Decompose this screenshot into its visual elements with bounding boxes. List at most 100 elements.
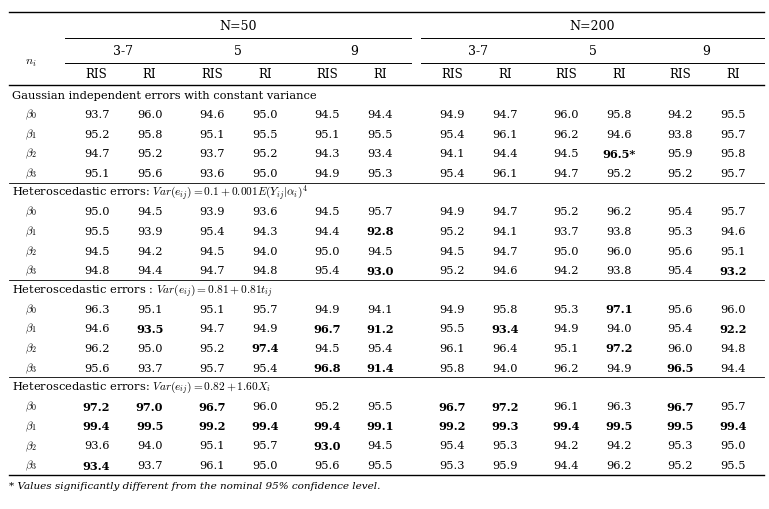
Text: 93.2: 93.2	[719, 265, 747, 276]
Text: 95.7: 95.7	[720, 401, 746, 411]
Text: 94.8: 94.8	[720, 343, 746, 353]
Text: 94.7: 94.7	[84, 149, 109, 159]
Text: 95.1: 95.1	[199, 129, 225, 139]
Text: 95.9: 95.9	[667, 149, 693, 159]
Text: 95.5: 95.5	[252, 129, 278, 139]
Text: 93.4: 93.4	[368, 149, 393, 159]
Text: 93.6: 93.6	[252, 207, 278, 217]
Text: 93.6: 93.6	[84, 440, 109, 450]
Text: 96.5: 96.5	[667, 362, 694, 374]
Text: 97.2: 97.2	[605, 343, 632, 354]
Text: 95.4: 95.4	[315, 266, 340, 276]
Text: 5: 5	[588, 45, 597, 58]
Text: 95.1: 95.1	[199, 304, 225, 314]
Text: 95.3: 95.3	[368, 168, 393, 179]
Text: $n_i$: $n_i$	[25, 56, 36, 69]
Text: RIS: RIS	[441, 68, 463, 81]
Text: 5: 5	[235, 45, 242, 58]
Text: $\beta_0$: $\beta_0$	[25, 107, 37, 122]
Text: 93.8: 93.8	[606, 266, 631, 276]
Text: 94.5: 94.5	[315, 207, 340, 217]
Text: 95.4: 95.4	[667, 207, 693, 217]
Text: $\beta_1$: $\beta_1$	[25, 322, 37, 336]
Text: RIS: RIS	[85, 68, 108, 81]
Text: 96.4: 96.4	[492, 343, 518, 353]
Text: 96.1: 96.1	[439, 343, 465, 353]
Text: 95.2: 95.2	[252, 149, 278, 159]
Text: $\beta_2$: $\beta_2$	[25, 438, 37, 453]
Text: 94.5: 94.5	[439, 246, 465, 256]
Text: 93.7: 93.7	[554, 227, 579, 237]
Text: $\beta_1$: $\beta_1$	[25, 224, 37, 239]
Text: RIS: RIS	[201, 68, 223, 81]
Text: 95.7: 95.7	[368, 207, 393, 217]
Text: 92.8: 92.8	[367, 226, 394, 237]
Text: 94.5: 94.5	[315, 109, 340, 120]
Text: 95.4: 95.4	[199, 227, 225, 237]
Text: 93.7: 93.7	[137, 460, 162, 470]
Text: 95.1: 95.1	[720, 246, 746, 256]
Text: Heteroscedastic errors: $Var(e_{ij}) = 0.1 + 0.001E(Y_{ij}|\alpha_i)^4$: Heteroscedastic errors: $Var(e_{ij}) = 0…	[12, 183, 308, 202]
Text: RI: RI	[726, 68, 740, 81]
Text: 3-7: 3-7	[468, 45, 488, 58]
Text: RIS: RIS	[670, 68, 691, 81]
Text: 95.6: 95.6	[84, 363, 109, 373]
Text: $\beta_3$: $\beta_3$	[25, 264, 37, 278]
Text: $\beta_3$: $\beta_3$	[25, 166, 37, 181]
Text: 99.4: 99.4	[83, 420, 110, 432]
Text: 94.5: 94.5	[554, 149, 579, 159]
Text: 95.4: 95.4	[252, 363, 278, 373]
Text: 95.4: 95.4	[439, 129, 465, 139]
Text: 96.2: 96.2	[606, 460, 631, 470]
Text: 94.3: 94.3	[315, 149, 340, 159]
Text: 96.0: 96.0	[554, 109, 579, 120]
Text: 93.7: 93.7	[137, 363, 162, 373]
Text: 95.2: 95.2	[315, 401, 340, 411]
Text: Gaussian independent errors with constant variance: Gaussian independent errors with constan…	[12, 91, 317, 100]
Text: 95.0: 95.0	[252, 460, 278, 470]
Text: 95.7: 95.7	[199, 363, 225, 373]
Text: 96.1: 96.1	[492, 129, 518, 139]
Text: * Values significantly different from the nominal 95% confidence level.: * Values significantly different from th…	[9, 481, 381, 490]
Text: 96.2: 96.2	[554, 363, 579, 373]
Text: 95.2: 95.2	[667, 168, 693, 179]
Text: 93.0: 93.0	[314, 440, 341, 451]
Text: 94.5: 94.5	[137, 207, 162, 217]
Text: 94.8: 94.8	[252, 266, 278, 276]
Text: 95.2: 95.2	[554, 207, 579, 217]
Text: 97.2: 97.2	[491, 401, 518, 412]
Text: 95.3: 95.3	[492, 440, 518, 450]
Text: 96.3: 96.3	[84, 304, 109, 314]
Text: 95.8: 95.8	[439, 363, 465, 373]
Text: 93.9: 93.9	[199, 207, 225, 217]
Text: 95.2: 95.2	[667, 460, 693, 470]
Text: 95.5: 95.5	[439, 324, 465, 334]
Text: RI: RI	[374, 68, 387, 81]
Text: 95.0: 95.0	[554, 246, 579, 256]
Text: 94.1: 94.1	[368, 304, 393, 314]
Text: 95.2: 95.2	[439, 227, 465, 237]
Text: 95.2: 95.2	[199, 343, 225, 353]
Text: $\beta_0$: $\beta_0$	[25, 302, 37, 316]
Text: 94.6: 94.6	[720, 227, 746, 237]
Text: 95.7: 95.7	[720, 168, 746, 179]
Text: $\beta_1$: $\beta_1$	[25, 419, 37, 433]
Text: 95.5: 95.5	[720, 460, 746, 470]
Text: 94.4: 94.4	[554, 460, 579, 470]
Text: RI: RI	[143, 68, 156, 81]
Text: 95.4: 95.4	[439, 440, 465, 450]
Text: 3-7: 3-7	[113, 45, 133, 58]
Text: 94.9: 94.9	[252, 324, 278, 334]
Text: $\beta_1$: $\beta_1$	[25, 127, 37, 142]
Text: 95.4: 95.4	[667, 266, 693, 276]
Text: 95.2: 95.2	[439, 266, 465, 276]
Text: 94.9: 94.9	[315, 168, 340, 179]
Text: 99.2: 99.2	[198, 420, 225, 432]
Text: 95.1: 95.1	[315, 129, 340, 139]
Text: 96.2: 96.2	[606, 207, 631, 217]
Text: 94.5: 94.5	[199, 246, 225, 256]
Text: 95.2: 95.2	[84, 129, 109, 139]
Text: 93.7: 93.7	[84, 109, 109, 120]
Text: 95.7: 95.7	[252, 304, 278, 314]
Text: 95.0: 95.0	[720, 440, 746, 450]
